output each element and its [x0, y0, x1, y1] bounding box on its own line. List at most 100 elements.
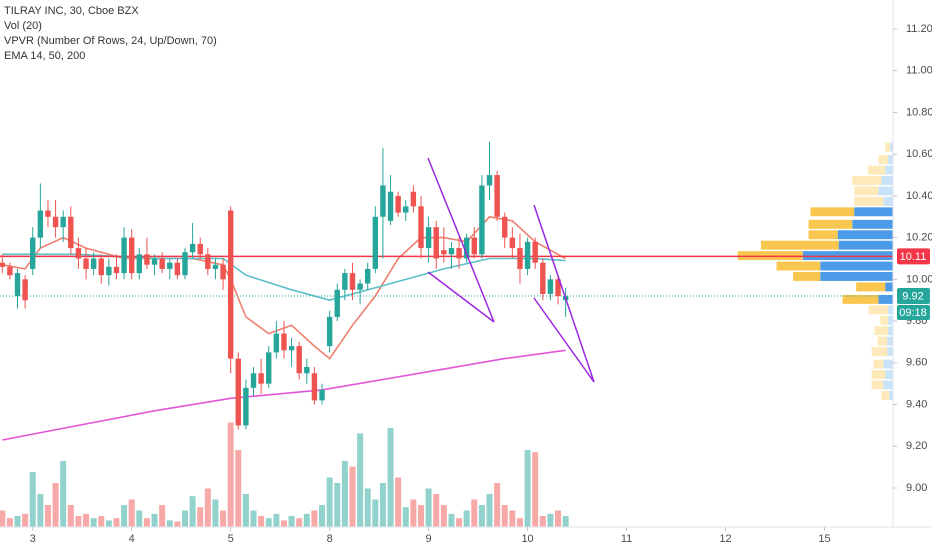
candle-body — [441, 250, 447, 255]
volume-bar — [555, 510, 562, 527]
volume-bar — [189, 496, 196, 527]
candle-body — [380, 185, 386, 217]
candle-body — [7, 266, 13, 276]
volume-bar — [174, 521, 181, 527]
hline-label: 10.11 — [900, 251, 927, 263]
volume-bar — [29, 472, 36, 527]
volume-bar — [121, 505, 128, 527]
volume-bar — [143, 518, 150, 527]
vpvr-down — [793, 272, 821, 281]
vpvr-down — [737, 251, 803, 261]
vpvr-down — [873, 359, 884, 369]
y-tick-label: 11.00 — [906, 65, 932, 77]
candle-body — [75, 248, 82, 259]
vpvr-down — [878, 155, 889, 165]
candle-body — [98, 258, 104, 276]
volume-bar — [349, 466, 356, 527]
candle-body — [30, 237, 36, 269]
volume-bar — [326, 477, 333, 527]
candle-body — [319, 389, 325, 401]
indicator-label: EMA 14, 50, 200 — [4, 50, 85, 62]
volume-bar — [562, 516, 569, 527]
volume-bar — [471, 499, 478, 527]
candle-body — [540, 262, 546, 294]
candle-body — [448, 248, 455, 255]
candle-body — [273, 333, 280, 353]
candle-body — [174, 262, 181, 276]
candle-body — [205, 254, 211, 269]
volume-bar — [60, 461, 67, 527]
candle-body — [311, 373, 318, 401]
countdown-box — [897, 305, 930, 321]
candle-body — [296, 346, 302, 374]
vpvr-down — [871, 370, 886, 379]
vpvr-down — [776, 261, 821, 271]
candle-body — [60, 216, 66, 228]
candle-body — [326, 316, 333, 347]
volume-bar — [433, 494, 440, 527]
vpvr-down — [854, 186, 879, 196]
candle-body — [433, 227, 439, 259]
vpvr-up — [889, 390, 893, 400]
volume-bar — [212, 499, 219, 527]
volume-bar — [516, 518, 523, 527]
last-price-label: 9.92 — [902, 290, 923, 302]
volume-bar — [44, 505, 51, 527]
y-tick-label: 10.20 — [906, 232, 932, 244]
volume-bar — [402, 507, 409, 527]
volume-bar — [159, 505, 166, 527]
vpvr-up — [885, 165, 893, 175]
candle-body — [365, 268, 371, 284]
candle-body — [182, 252, 188, 276]
volume-bar — [303, 513, 310, 527]
vpvr-up — [878, 186, 893, 196]
vpvr-down — [880, 315, 889, 325]
volume-bar — [357, 433, 364, 527]
x-tick-label: 11 — [621, 533, 632, 545]
vpvr-down — [874, 326, 889, 336]
volume-bar — [75, 516, 82, 527]
volume-bar — [334, 483, 341, 527]
volume-bar — [83, 513, 90, 527]
candle-body — [403, 206, 409, 213]
candle-body — [509, 237, 516, 249]
candle-body — [212, 264, 219, 269]
volume-bar — [288, 516, 295, 527]
volume-bar — [52, 483, 59, 527]
candle-body — [266, 352, 272, 384]
vpvr-down — [852, 176, 882, 185]
volume-bar — [6, 518, 13, 527]
plot — [0, 141, 893, 527]
vpvr-up — [885, 370, 893, 379]
volume-bar — [296, 518, 303, 527]
candle-body — [418, 206, 424, 249]
y-tick-label: 10.40 — [906, 190, 932, 202]
vpvr-down — [871, 380, 884, 390]
trend-drawings — [427, 157, 595, 383]
volume-bar — [539, 516, 546, 527]
axes: 9.009.209.409.609.8010.0010.2010.4010.60… — [30, 23, 932, 545]
volume-bar — [417, 505, 424, 527]
volume-bar — [181, 510, 188, 527]
vpvr-up — [820, 261, 893, 271]
vpvr-up — [883, 196, 893, 206]
x-tick-label: 10 — [521, 533, 533, 545]
candle-body — [106, 266, 112, 276]
vpvr-up — [878, 294, 893, 304]
indicator-label: VPVR (Number Of Rows, 24, Up/Down, 70) — [4, 35, 217, 47]
candle-body — [113, 266, 120, 274]
candle-body — [83, 258, 89, 269]
y-tick-label: 9.00 — [906, 482, 927, 494]
volume-bar — [204, 488, 211, 527]
chart-title: TILRAY INC, 30, Cboe BZX — [4, 5, 139, 17]
candle-body — [334, 289, 340, 317]
x-tick-label: 8 — [327, 533, 333, 545]
candle-body — [494, 175, 500, 217]
vpvr-up — [888, 305, 893, 315]
volume-bar — [410, 499, 417, 527]
candle-body — [410, 191, 417, 207]
candle-body — [129, 237, 135, 274]
volume-bar — [478, 505, 485, 527]
candle-body — [387, 191, 394, 221]
volume-bar — [319, 505, 326, 527]
